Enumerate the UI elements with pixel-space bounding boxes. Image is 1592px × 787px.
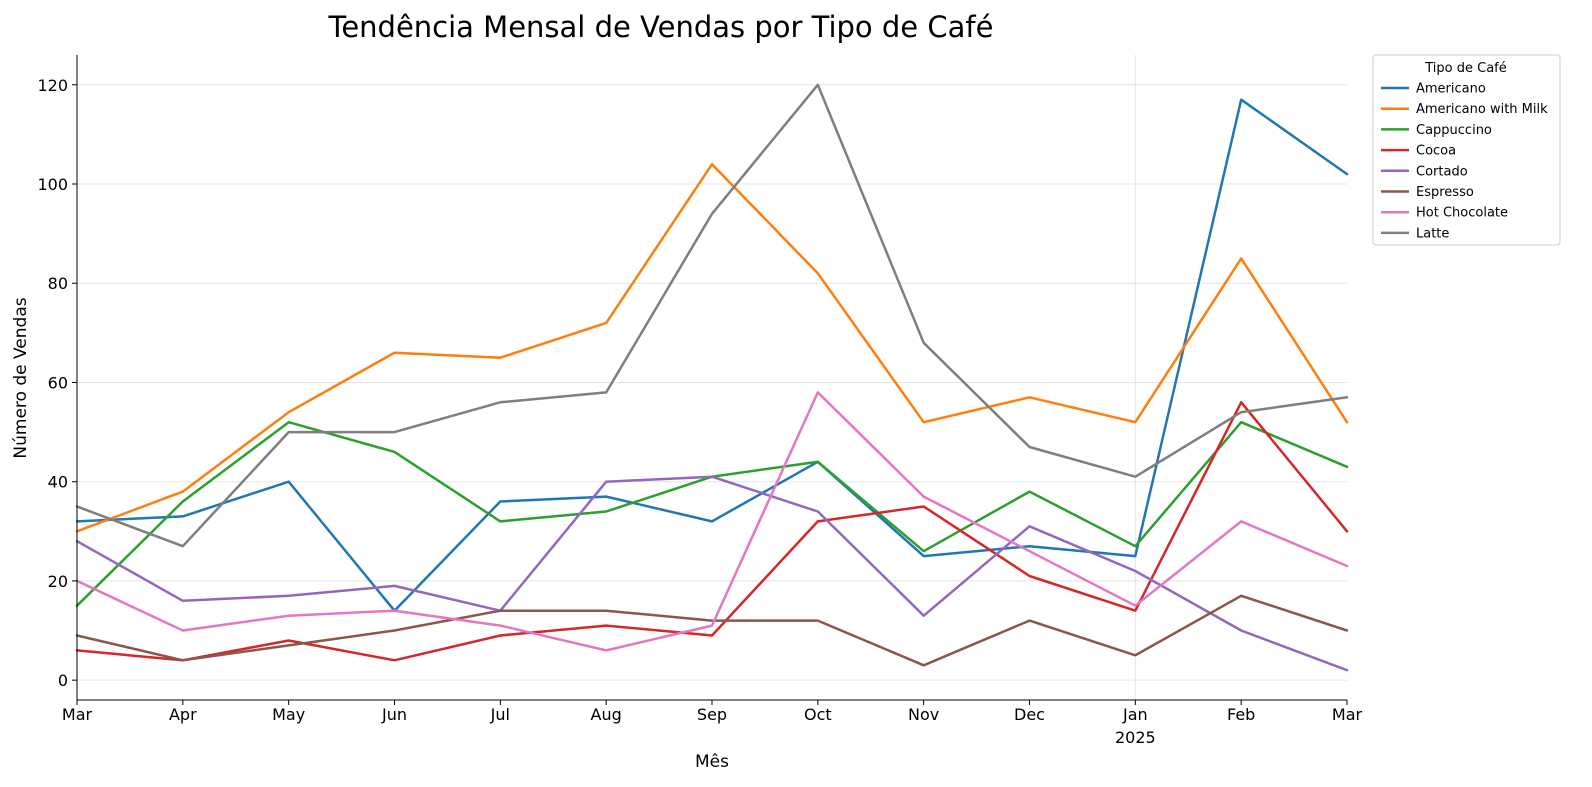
x-tick-label: Jun xyxy=(381,705,407,724)
legend-label-hot-chocolate: Hot Chocolate xyxy=(1416,206,1508,221)
series-line-cappuccino xyxy=(75,420,1349,607)
grid xyxy=(77,55,1347,700)
legend-label-cortado: Cortado xyxy=(1416,164,1468,179)
legend: Tipo de Café Americano Americano with Mil… xyxy=(1372,54,1561,246)
chart-title: Tendência Mensal de Vendas por Tipo de C… xyxy=(328,10,994,44)
y-tick-label: 60 xyxy=(48,373,68,392)
series-line-americano-with-milk xyxy=(75,162,1349,533)
y-tick-label: 20 xyxy=(48,572,68,591)
x-tick-label: Nov xyxy=(908,705,939,724)
y-ticks: 0 20 40 60 80 100 120 xyxy=(37,76,77,690)
series-line-cocoa xyxy=(75,401,1349,662)
x-tick-label: Jan xyxy=(1122,705,1148,724)
x-tick-label: Mar xyxy=(1332,705,1363,724)
series-line-cortado xyxy=(75,475,1349,672)
x-tick-label: Dec xyxy=(1014,705,1045,724)
legend-label-americano-with-milk: Americano with Milk xyxy=(1416,102,1548,117)
x-tick-label: Apr xyxy=(169,705,197,724)
y-tick-label: 40 xyxy=(48,473,68,492)
legend-entries: Americano Americano with Milk Cappuccino Co… xyxy=(1381,82,1548,241)
legend-label-americano: Americano xyxy=(1416,82,1486,97)
y-tick-label: 100 xyxy=(37,175,68,194)
x-tick-label: Oct xyxy=(804,705,832,724)
x-tick-label: Mar xyxy=(62,705,93,724)
legend-box xyxy=(1372,54,1561,246)
legend-label-cocoa: Cocoa xyxy=(1416,144,1456,159)
x-tick-label: Sep xyxy=(697,705,727,724)
series-line-espresso xyxy=(75,594,1349,667)
y-tick-label: 80 xyxy=(48,274,68,293)
x-tick-year-label: 2025 xyxy=(1115,728,1156,747)
series-line-latte xyxy=(75,83,1349,548)
y-tick-label: 120 xyxy=(37,76,68,95)
legend-label-latte: Latte xyxy=(1416,226,1449,241)
y-axis-label: Número de Vendas xyxy=(11,297,31,458)
x-ticks: Mar Apr May Jun Jul Aug Sep Oct Nov Dec Jan Feb Mar 2… xyxy=(62,700,1363,747)
legend-label-espresso: Espresso xyxy=(1416,185,1474,200)
legend-title: Tipo de Café xyxy=(1424,61,1507,76)
series-line-hot-chocolate xyxy=(75,391,1349,652)
x-tick-label: Feb xyxy=(1227,705,1255,724)
x-tick-label: Jul xyxy=(490,705,510,724)
y-tick-label: 0 xyxy=(58,671,68,690)
x-tick-label: May xyxy=(272,705,305,724)
axes xyxy=(76,55,1347,701)
series-line-americano xyxy=(75,98,1349,612)
series-lines xyxy=(75,83,1349,672)
x-axis-label: Mês xyxy=(695,752,729,772)
legend-label-cappuccino: Cappuccino xyxy=(1416,123,1492,138)
x-tick-label: Aug xyxy=(591,705,622,724)
